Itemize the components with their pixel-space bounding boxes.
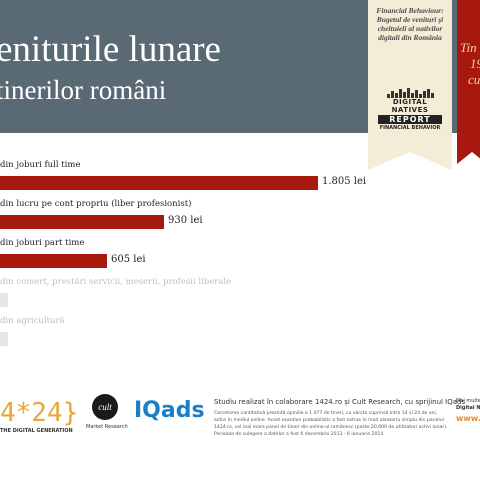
logo-text-1: DIGITAL NATIVES [391, 98, 429, 114]
page-subtitle: tinerilor români [0, 75, 167, 105]
footer [0, 392, 480, 480]
study-title: Studiu realizat în colaborare 1424.ro și… [214, 398, 466, 406]
red-ribbon-line-1: Tin [460, 40, 477, 55]
category-label: din comerț, prestări servicii, meserii, … [0, 277, 232, 287]
more-info-line-2: Digital Na [456, 405, 480, 411]
cult-logo-subtitle: Market Research [86, 424, 128, 430]
logo-1424: 4*24} [0, 398, 79, 428]
iqads-logo: IQads [134, 398, 205, 423]
study-description: Cercetarea cantitativă prezintă opiniile… [214, 411, 448, 437]
red-ribbon-tail [457, 152, 480, 164]
more-info-link[interactable]: www.142 [456, 414, 480, 422]
bar [0, 293, 8, 307]
logo-1424-tagline: THE DIGITAL GENERATION [0, 428, 73, 434]
logo-text-2: REPORT [378, 115, 442, 124]
value-label: 605 lei [111, 254, 146, 265]
value-label: 1.805 lei [322, 176, 367, 187]
logo-text-3: FINANCIAL BEHAVIOR [379, 125, 441, 131]
category-label: din joburi full time [0, 160, 81, 170]
page-title: eniturile lunare [0, 29, 221, 70]
bar [0, 254, 107, 268]
bar [0, 332, 8, 346]
value-label: 930 lei [168, 215, 203, 226]
more-info: Mai multe Digital Na [456, 398, 480, 412]
report-ribbon-text: Financial Behaviour: Bugetul de venituri… [376, 6, 444, 42]
bars-icon [374, 88, 446, 98]
category-label: din lucru pe cont propriu (liber profesi… [0, 199, 192, 209]
category-label: din agricultură [0, 316, 65, 326]
more-info-line-1: Mai multe [456, 398, 480, 404]
digital-natives-logo: DIGITAL NATIVES REPORT FINANCIAL BEHAVIO… [374, 88, 446, 131]
category-label: din joburi part time [0, 238, 85, 248]
red-ribbon [457, 0, 480, 152]
report-ribbon [368, 0, 452, 152]
red-ribbon-line-3: cu [468, 72, 480, 87]
red-ribbon-line-2: 19 [470, 56, 480, 71]
bar [0, 215, 164, 229]
report-ribbon-tail [368, 152, 452, 170]
bar [0, 176, 318, 190]
cult-logo: cult [92, 394, 118, 420]
red-ribbon-text: Tin 19 cu [460, 40, 480, 88]
